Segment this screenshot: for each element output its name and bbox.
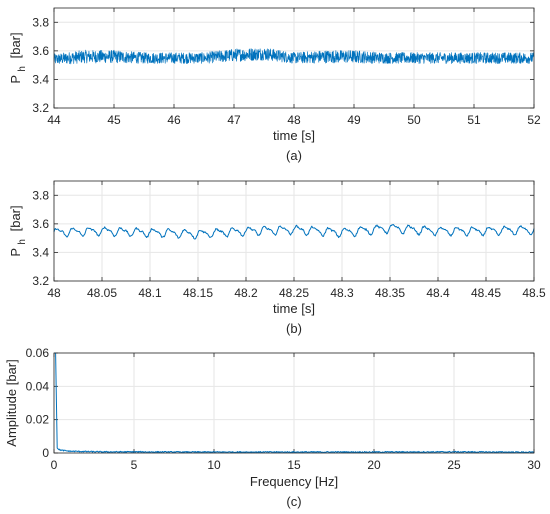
plot-border-b (53, 180, 535, 282)
y-tick-label: 0.04 (26, 379, 50, 393)
x-tick-label: 15 (287, 458, 301, 472)
x-axis-label-b: time [s] (273, 301, 315, 316)
series-c (54, 352, 535, 454)
y-axis-label-b-main: P (8, 248, 23, 256)
x-tick-label: 48 (287, 113, 301, 127)
y-tick-label: 3.8 (32, 188, 49, 202)
plot-border-a (53, 7, 535, 109)
y-axis-label-a-unit: [bar] (8, 32, 23, 58)
plot-border-c (53, 352, 535, 454)
y-tick-label: 3.8 (32, 15, 49, 29)
x-tick-label: 0 (51, 458, 58, 472)
y-tick-label: 0 (42, 446, 49, 460)
panel-c: 0 5 10 15 20 25 30 0 0.02 0.04 0.06 Frequency [Hz]… (4, 346, 541, 509)
y-tick-label: 3.2 (32, 101, 49, 115)
y-axis-label-b-unit: [bar] (8, 205, 23, 231)
x-tick-label: 52 (527, 113, 541, 127)
x-tick-label: 5 (131, 458, 138, 472)
x-tick-label: 48 (47, 286, 61, 300)
panel-a: 44 45 46 47 48 49 50 51 523.23.43.63.8 time [s] … (8, 7, 541, 163)
y-tick-label: 0.02 (26, 413, 50, 427)
x-tick-label: 51 (467, 113, 481, 127)
y-tick-label: 0.06 (26, 346, 50, 360)
x-tick-label: 48.15 (183, 286, 213, 300)
x-tick-label: 48.4 (426, 286, 450, 300)
x-tick-label: 20 (367, 458, 381, 472)
series-a (53, 48, 535, 65)
y-axis-label-a-sub: h (17, 66, 28, 72)
x-axis-label-a: time [s] (273, 128, 315, 143)
x-tick-label: 46 (167, 113, 181, 127)
x-tick-label: 48.2 (234, 286, 258, 300)
series-line (53, 224, 535, 240)
x-tick-label: 47 (227, 113, 241, 127)
y-axis-label-b: P h [bar] (8, 205, 28, 256)
caption-b: (b) (286, 321, 302, 336)
y-tick-label: 3.6 (32, 217, 49, 231)
x-tick-label: 48.3 (330, 286, 354, 300)
y-axis-label-a-main: P (8, 75, 23, 83)
caption-a: (a) (286, 148, 302, 163)
x-tick-label: 48.05 (87, 286, 117, 300)
x-tick-label: 44 (47, 113, 61, 127)
y-axis-label-c: Amplitude [bar] (4, 359, 19, 446)
panel-b: 48 48.05 48.1 48.15 48.2 48.25 48.3 48.35 48.4 48… (8, 180, 546, 336)
x-tick-label: 30 (527, 458, 541, 472)
y-axis-label-a: P h [bar] (8, 32, 28, 83)
y-tick-label: 3.2 (32, 274, 49, 288)
y-tick-label: 3.4 (32, 245, 49, 259)
x-tick-label: 48.1 (138, 286, 162, 300)
x-axis-label-c: Frequency [Hz] (250, 474, 338, 489)
x-tick-label: 25 (447, 458, 461, 472)
x-tick-label: 48.35 (375, 286, 405, 300)
series-line (54, 352, 535, 454)
y-tick-label: 3.6 (32, 44, 49, 58)
x-tick-label: 48.25 (279, 286, 309, 300)
x-tick-label: 50 (407, 113, 421, 127)
caption-c: (c) (286, 494, 301, 509)
x-tick-label: 10 (207, 458, 221, 472)
y-axis-label-b-sub: h (17, 239, 28, 245)
series-line (53, 48, 535, 65)
series-b (53, 224, 535, 240)
x-tick-label: 49 (347, 113, 361, 127)
x-tick-label: 48.45 (471, 286, 501, 300)
y-tick-label: 3.4 (32, 72, 49, 86)
x-tick-label: 48.5 (522, 286, 546, 300)
x-tick-label: 45 (107, 113, 121, 127)
